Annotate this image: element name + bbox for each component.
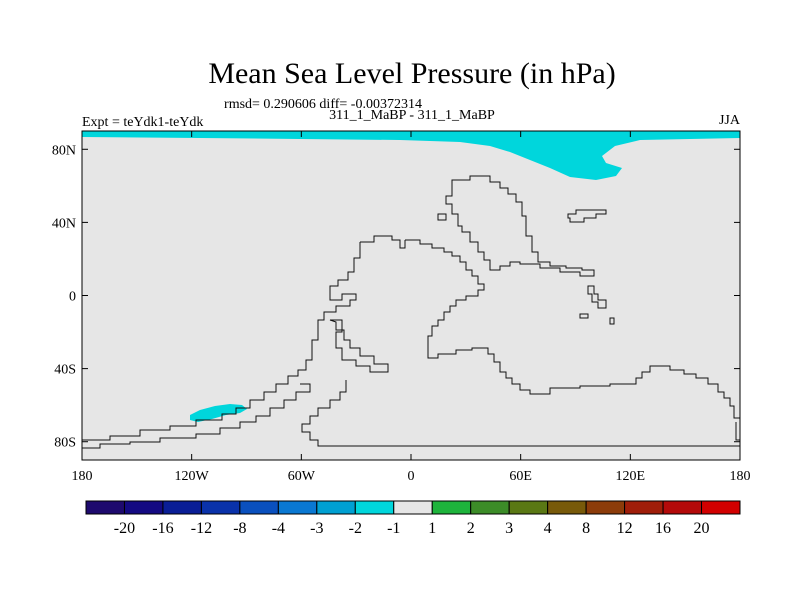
colorbar-label: 4: [544, 520, 552, 537]
colorbar-swatch: [585, 500, 626, 515]
x-tick-label: 60E: [509, 469, 532, 484]
colorbar-label: 8: [582, 520, 590, 537]
colorbar-swatch: [701, 500, 741, 515]
anomaly-region-south: [190, 404, 247, 422]
colorbar: -20 -16 -12 -8 -4 -3 -2 -1 1 2 3 4 8 12 16 20: [85, 500, 741, 537]
colorbar-label: 2: [467, 520, 475, 537]
colorbar-label: 16: [655, 520, 671, 537]
x-tick-label: 60W: [288, 469, 316, 484]
colorbar-label: -20: [114, 520, 135, 537]
coastline-western-continent: [82, 235, 406, 441]
colorbar-label: -2: [349, 520, 362, 537]
colorbar-label: -1: [387, 520, 400, 537]
colorbar-swatch: [123, 500, 164, 515]
x-axis: 180 120W 60W 0 60E 120E 180: [72, 131, 751, 484]
coastline-island-small-1: [587, 285, 607, 309]
coastline-coastal-strip: [82, 319, 389, 449]
colorbar-swatch: [508, 500, 549, 515]
colorbar-label: 20: [694, 520, 710, 537]
coastline-southern-coast: [301, 380, 740, 447]
colorbar-swatch: [277, 500, 318, 515]
colorbar-swatch: [431, 500, 472, 515]
map-background: [82, 131, 740, 460]
coastline-island-north: [437, 213, 447, 221]
comparison-label: 311_1_MaBP - 311_1_MaBP: [329, 108, 495, 123]
coastline-island-small-2: [579, 313, 589, 319]
chart-title: Mean Sea Level Pressure (in hPa): [208, 57, 615, 90]
x-tick-label: 0: [408, 469, 415, 484]
colorbar-swatch: [393, 500, 433, 515]
y-tick-label: 40N: [52, 216, 76, 231]
experiment-label: Expt = teYdk1-teYdk: [82, 115, 203, 130]
colorbar-label: -16: [152, 520, 173, 537]
y-tick-label: 80N: [52, 143, 76, 158]
colorbar-label: -3: [310, 520, 323, 537]
colorbar-swatch: [662, 500, 703, 515]
coastline-northern-landmass: [445, 175, 595, 277]
x-tick-label: 120W: [175, 469, 210, 484]
y-tick-label: 40S: [54, 363, 76, 378]
colorbar-swatch: [624, 500, 664, 515]
x-tick-label: 180: [730, 469, 751, 484]
colorbar-label: 3: [505, 520, 513, 537]
y-tick-label: 0: [69, 290, 76, 305]
colorbar-swatch: [470, 500, 510, 515]
colorbar-swatch: [85, 500, 125, 515]
colorbar-swatch: [354, 500, 395, 515]
colorbar-label: 1: [428, 520, 436, 537]
x-tick-label: 120E: [616, 469, 646, 484]
colorbar-swatch: [162, 500, 202, 515]
coastline-island-small-3: [609, 317, 615, 325]
colorbar-label: -8: [233, 520, 246, 537]
colorbar-label: -4: [272, 520, 285, 537]
x-tick-label: 180: [72, 469, 93, 484]
colorbar-swatch: [200, 500, 241, 515]
y-tick-label: 80S: [54, 436, 76, 451]
colorbar-swatch: [547, 500, 587, 515]
anomaly-region-arctic: [82, 131, 740, 180]
coastlines: [82, 175, 740, 449]
stats-line: rmsd= 0.290606 diff= -0.00372314: [224, 97, 422, 112]
coastline-main-continent: [405, 239, 740, 441]
coastline-island-east: [567, 209, 607, 223]
colorbar-label: -12: [191, 520, 212, 537]
y-axis: 80N 40N 0 40S 80S: [52, 143, 740, 451]
season-label: JJA: [719, 113, 741, 128]
colorbar-swatch: [239, 500, 279, 515]
colorbar-swatch: [316, 500, 356, 515]
colorbar-label: 12: [617, 520, 633, 537]
